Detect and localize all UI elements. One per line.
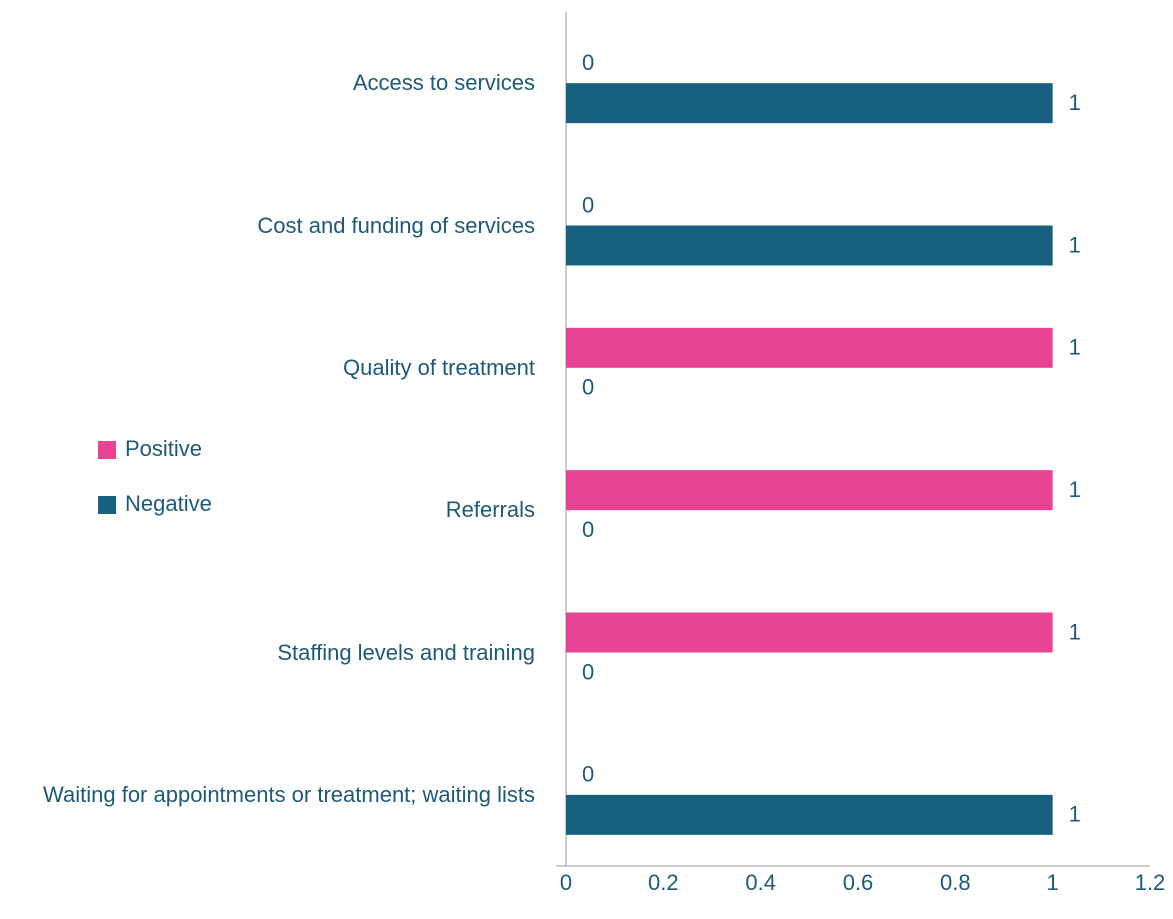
legend-swatch — [98, 496, 116, 514]
value-label: 0 — [582, 192, 594, 217]
x-tick-label: 1.2 — [1135, 870, 1166, 895]
y-tick-label: Referrals — [445, 497, 535, 523]
bar — [566, 470, 1053, 511]
bar — [566, 794, 1053, 835]
legend-swatch — [98, 441, 116, 459]
value-label: 1 — [1069, 232, 1081, 257]
x-tick-label: 1 — [1047, 870, 1059, 895]
y-tick-label: Waiting for appointments or treatment; w… — [43, 781, 535, 807]
value-label: 0 — [582, 659, 594, 684]
bar — [566, 225, 1053, 266]
value-label: 0 — [582, 375, 594, 400]
y-tick-label: Cost and funding of services — [257, 212, 535, 238]
legend-label: Positive — [125, 436, 202, 461]
y-tick-label: Quality of treatment — [343, 354, 535, 380]
bar — [566, 83, 1053, 124]
x-tick-label: 0.4 — [745, 870, 776, 895]
x-tick-label: 0 — [560, 870, 572, 895]
value-label: 1 — [1069, 802, 1081, 827]
x-tick-label: 0.6 — [843, 870, 874, 895]
value-label: 1 — [1069, 619, 1081, 644]
value-label: 0 — [582, 762, 594, 787]
y-tick-label: Access to services — [352, 70, 535, 96]
x-tick-label: 0.8 — [940, 870, 971, 895]
bar — [566, 327, 1053, 368]
value-label: 1 — [1069, 90, 1081, 115]
value-label: 0 — [582, 50, 594, 75]
x-tick-label: 0.2 — [648, 870, 679, 895]
value-label: 1 — [1069, 335, 1081, 360]
value-label: 0 — [582, 517, 594, 542]
legend-label: Negative — [125, 491, 212, 516]
y-tick-label: Staffing levels and training — [277, 639, 535, 665]
bar — [566, 612, 1053, 653]
value-label: 1 — [1069, 477, 1081, 502]
